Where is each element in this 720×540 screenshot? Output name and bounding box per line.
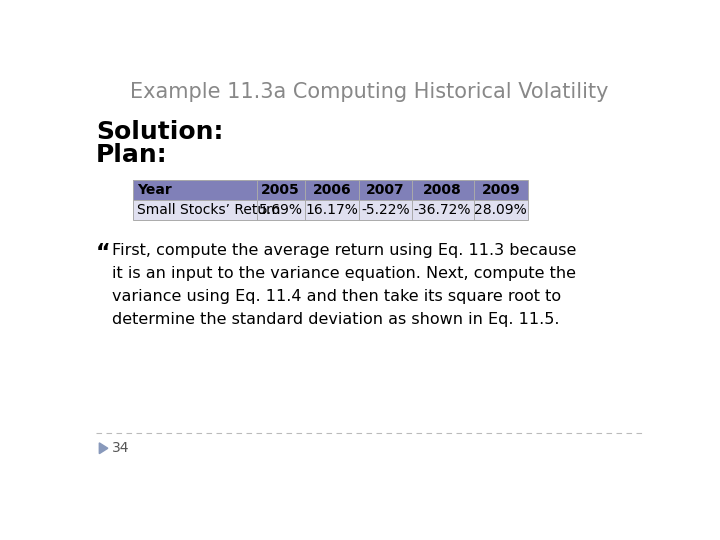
Bar bbox=[132, 180, 528, 200]
Text: -36.72%: -36.72% bbox=[414, 204, 472, 217]
Text: Example 11.3a Computing Historical Volatility: Example 11.3a Computing Historical Volat… bbox=[130, 82, 609, 102]
Text: 2008: 2008 bbox=[423, 183, 462, 197]
Text: First, compute the average return using Eq. 11.3 because
it is an input to the v: First, compute the average return using … bbox=[112, 244, 576, 327]
Text: 5.69%: 5.69% bbox=[258, 204, 302, 217]
Text: Solution:: Solution: bbox=[96, 120, 224, 144]
Text: 2005: 2005 bbox=[261, 183, 300, 197]
Text: 28.09%: 28.09% bbox=[474, 204, 527, 217]
Text: 34: 34 bbox=[112, 441, 129, 455]
Text: Small Stocks’ Return: Small Stocks’ Return bbox=[138, 204, 281, 217]
Text: Plan:: Plan: bbox=[96, 143, 168, 167]
Polygon shape bbox=[99, 443, 108, 454]
Bar bbox=[132, 200, 528, 220]
Bar bbox=[132, 180, 528, 220]
Text: 2006: 2006 bbox=[312, 183, 351, 197]
Text: Year: Year bbox=[138, 183, 172, 197]
Text: -5.22%: -5.22% bbox=[361, 204, 410, 217]
Text: “: “ bbox=[96, 244, 111, 264]
Text: 16.17%: 16.17% bbox=[305, 204, 359, 217]
Text: 2007: 2007 bbox=[366, 183, 405, 197]
Text: 2009: 2009 bbox=[482, 183, 520, 197]
